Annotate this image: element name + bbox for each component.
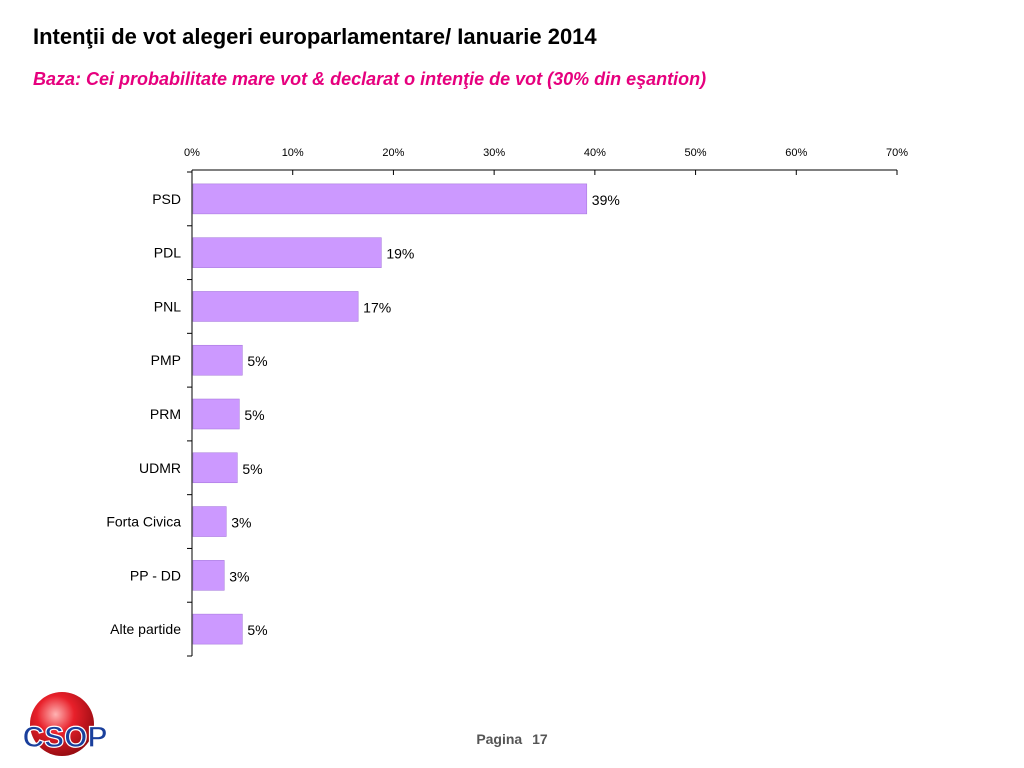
category-label: PDL <box>154 245 181 261</box>
bar <box>192 291 359 322</box>
bar <box>192 237 382 268</box>
data-label: 3% <box>229 568 249 584</box>
bar <box>192 506 227 537</box>
data-label: 5% <box>247 353 267 369</box>
category-label: UDMR <box>139 460 181 476</box>
data-label: 5% <box>247 622 267 638</box>
x-tick-label: 70% <box>886 147 908 159</box>
x-tick-label: 20% <box>382 147 404 159</box>
data-label: 5% <box>244 407 264 423</box>
data-label: 3% <box>231 515 251 531</box>
bar <box>192 344 243 376</box>
x-tick-label: 50% <box>685 147 707 159</box>
x-tick-label: 0% <box>184 147 200 159</box>
data-label: 17% <box>363 299 391 315</box>
page-number: 17 <box>532 731 548 747</box>
category-label: PP - DD <box>130 567 181 583</box>
logo-sphere-icon <box>30 692 94 756</box>
x-tick-label: 40% <box>584 147 606 159</box>
x-tick-label: 30% <box>483 147 505 159</box>
csop-logo: CSOP <box>22 692 108 756</box>
data-label: 5% <box>242 461 262 477</box>
logo-text: CSOP <box>22 721 107 754</box>
bar <box>192 183 588 215</box>
page-label: Pagina <box>476 731 523 747</box>
bar-chart: 0% 10% 20% 30% 40% 50% 60% 70% PSD 39% PDL 19% PNL 17… <box>106 147 908 657</box>
bar <box>192 452 238 484</box>
bar <box>192 398 240 430</box>
data-label: 19% <box>386 246 414 262</box>
category-label: PNL <box>154 298 181 314</box>
x-tick-label: 10% <box>282 147 304 159</box>
category-label: PMP <box>151 352 181 368</box>
x-tick-label: 60% <box>785 147 807 159</box>
data-label: 39% <box>592 192 620 208</box>
page-title: Intenţii de vot alegeri europarlamentare… <box>33 24 597 49</box>
page-footer: Pagina 17 <box>0 731 1024 747</box>
category-label: PSD <box>152 191 181 207</box>
category-label: Alte partide <box>110 621 181 637</box>
page-subtitle: Baza: Cei probabilitate mare vot & decla… <box>33 69 707 89</box>
bar <box>192 560 225 591</box>
category-label: Forta Civica <box>106 514 181 530</box>
category-label: PRM <box>150 406 181 422</box>
bar <box>192 613 243 645</box>
